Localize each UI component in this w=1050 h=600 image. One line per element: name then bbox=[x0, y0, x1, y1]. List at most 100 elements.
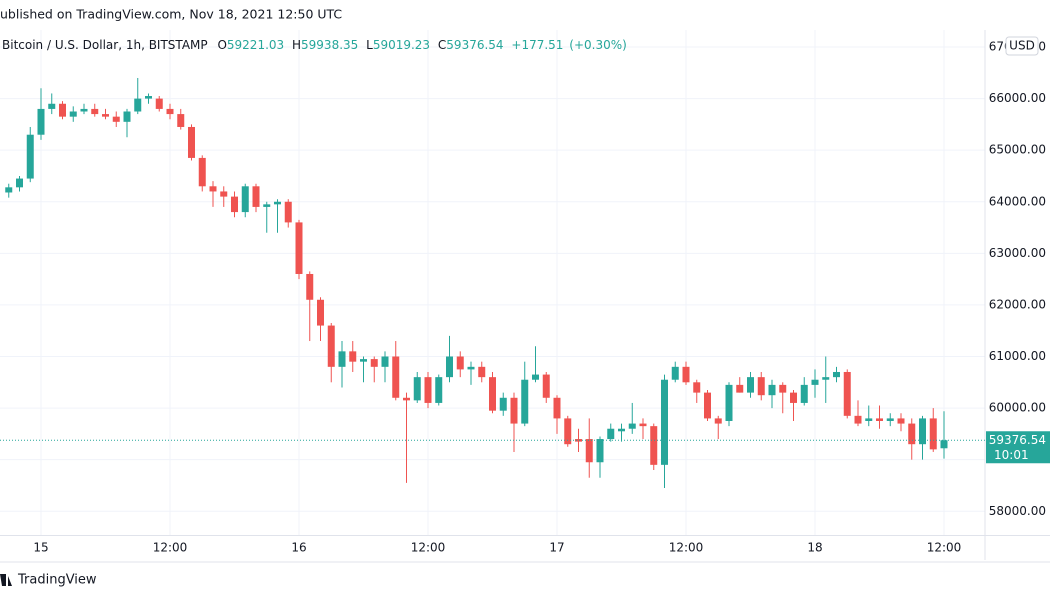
candle-body bbox=[48, 103, 56, 109]
candle-body bbox=[123, 111, 131, 122]
candle-body bbox=[91, 108, 99, 115]
candle-body bbox=[306, 273, 314, 300]
y-tick-label: 58000.00 bbox=[989, 504, 1046, 518]
high-label: H bbox=[292, 38, 301, 52]
candle-body bbox=[37, 108, 45, 135]
x-tick-label: 18 bbox=[807, 541, 822, 555]
candle-body bbox=[886, 418, 894, 421]
candle-body bbox=[166, 108, 174, 115]
candle-body bbox=[435, 377, 443, 403]
candle-body bbox=[736, 384, 744, 393]
candle-body bbox=[779, 384, 787, 393]
candle-body bbox=[392, 356, 400, 398]
candle-body bbox=[564, 418, 572, 445]
y-tick-label: 61000.00 bbox=[989, 349, 1046, 363]
candle-body bbox=[188, 126, 195, 158]
brand-logo bbox=[0, 574, 12, 586]
candle-body bbox=[897, 418, 905, 424]
candle-body bbox=[231, 196, 238, 213]
candle-body bbox=[661, 379, 668, 465]
candle-body bbox=[198, 157, 206, 187]
candle-body bbox=[317, 299, 324, 326]
candle-body bbox=[790, 392, 797, 403]
candle-body bbox=[69, 111, 77, 117]
candle-body bbox=[102, 114, 109, 117]
candle-body bbox=[274, 201, 281, 205]
x-tick-label: 16 bbox=[291, 541, 306, 555]
candle-body bbox=[327, 325, 335, 367]
countdown: 10:01 bbox=[994, 448, 1029, 462]
candle-body bbox=[26, 134, 34, 179]
candle-body bbox=[532, 374, 539, 380]
candle-body bbox=[478, 366, 486, 378]
open-label: O bbox=[217, 38, 226, 52]
candle-body bbox=[704, 392, 711, 419]
y-tick-label: 66000.00 bbox=[989, 91, 1046, 105]
candle-body bbox=[295, 222, 303, 274]
currency: USD bbox=[1009, 39, 1035, 53]
candle-body bbox=[757, 377, 765, 396]
candle-body bbox=[747, 377, 754, 393]
x-tick-label: 12:00 bbox=[153, 541, 188, 555]
x-tick-label: 12:00 bbox=[927, 541, 962, 555]
y-tick-label: 65000.00 bbox=[989, 143, 1046, 157]
candle-body bbox=[413, 377, 421, 401]
candle-body bbox=[510, 397, 518, 424]
candle-body bbox=[714, 418, 722, 424]
x-tick-label: 15 bbox=[33, 541, 48, 555]
candle-body bbox=[682, 366, 690, 383]
brand: TradingView bbox=[17, 573, 97, 588]
last-price-label: 59376.54 bbox=[989, 433, 1046, 447]
candle-body bbox=[424, 377, 432, 403]
high-value: 59938.35 bbox=[301, 38, 358, 52]
candle-body bbox=[919, 418, 926, 445]
candle-body bbox=[370, 359, 378, 367]
candle-body bbox=[521, 379, 529, 424]
candle-body bbox=[940, 440, 948, 449]
low-value: 59019.23 bbox=[373, 38, 430, 52]
currency-box bbox=[1005, 36, 1039, 56]
candle-body bbox=[338, 351, 346, 367]
candle-body bbox=[639, 423, 647, 427]
candle-body bbox=[876, 418, 883, 421]
candle-body bbox=[5, 187, 13, 193]
candle-body bbox=[360, 359, 367, 362]
candle-body bbox=[456, 356, 464, 370]
candle-body bbox=[112, 116, 120, 122]
candle-body bbox=[585, 439, 593, 463]
candle-body bbox=[177, 114, 185, 127]
candle-body bbox=[446, 356, 453, 378]
candle-body bbox=[929, 418, 937, 450]
candle-body bbox=[467, 366, 475, 370]
candle-body bbox=[854, 415, 862, 424]
plot bbox=[5, 77, 948, 489]
candle-body bbox=[843, 371, 851, 416]
close-label: C bbox=[438, 38, 446, 52]
y-tick-label: 62000.00 bbox=[989, 297, 1046, 311]
candle-body bbox=[241, 186, 249, 213]
candle-body bbox=[693, 382, 701, 393]
published-note: ublished on TradingView.com, Nov 18, 202… bbox=[0, 7, 342, 22]
candle-body bbox=[671, 366, 679, 380]
x-tick-label: 12:00 bbox=[411, 541, 446, 555]
candle-body bbox=[908, 423, 916, 445]
close-value: 59376.54 bbox=[446, 38, 503, 52]
x-tick-label: 12:00 bbox=[669, 541, 704, 555]
candle-body bbox=[822, 377, 830, 380]
candle-body bbox=[59, 103, 66, 117]
candle-body bbox=[80, 108, 88, 112]
legend: Bitcoin / U.S. Dollar, 1h, BITSTAMP O592… bbox=[2, 38, 627, 52]
candle-body bbox=[650, 426, 658, 465]
candle-body bbox=[220, 191, 228, 197]
candle-body bbox=[607, 428, 615, 440]
candle-body bbox=[134, 98, 142, 112]
candle-body bbox=[628, 423, 636, 429]
last-price-box bbox=[986, 431, 1050, 464]
candle-body bbox=[284, 201, 292, 223]
candle-body bbox=[403, 397, 410, 401]
candle-body bbox=[349, 351, 357, 362]
candle-body bbox=[553, 397, 561, 419]
x-tick-label: 17 bbox=[549, 541, 564, 555]
y-tick-label: 63000.00 bbox=[989, 246, 1046, 260]
